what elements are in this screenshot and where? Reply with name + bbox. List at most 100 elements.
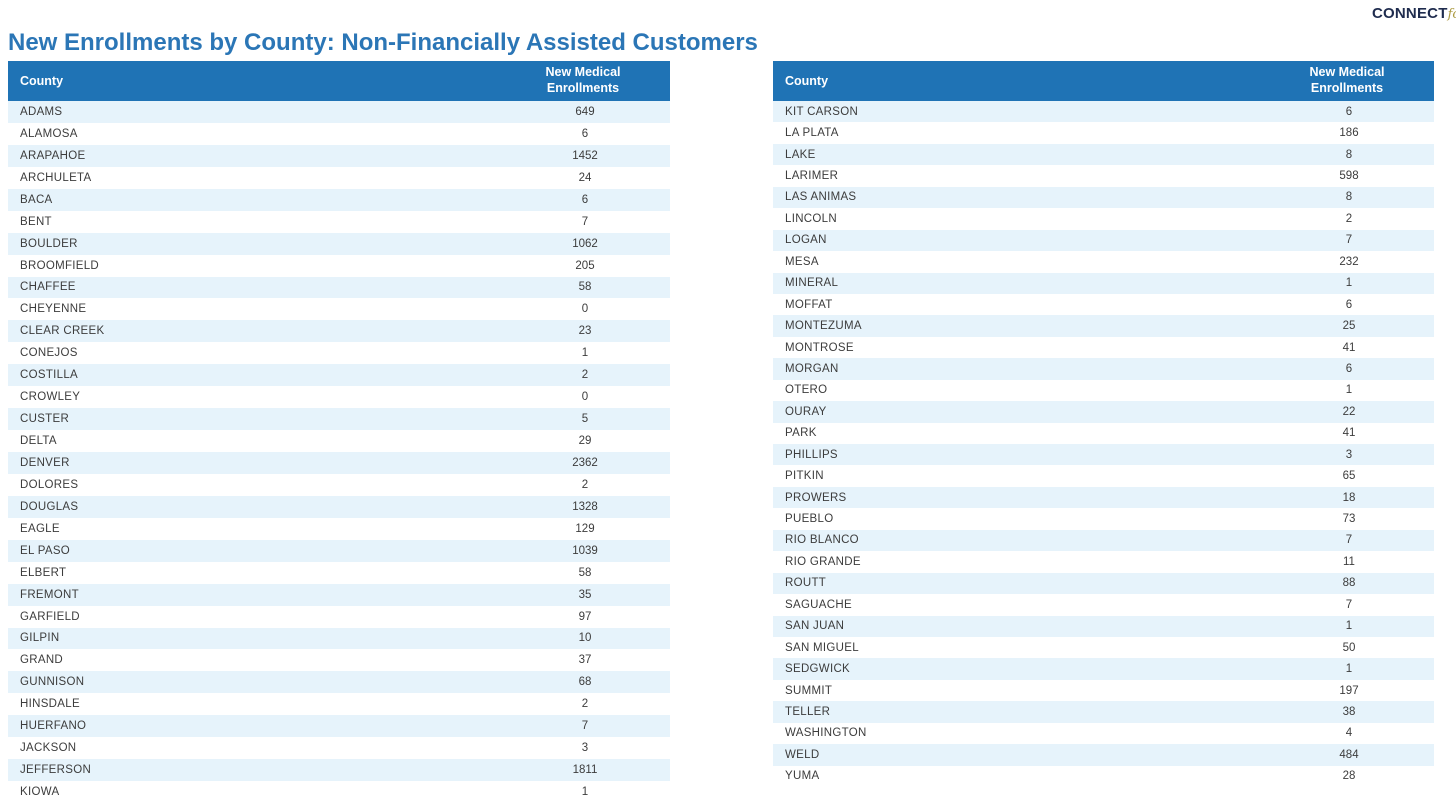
value-cell: 25: [1342, 320, 1356, 333]
county-cell: DOLORES: [20, 478, 79, 491]
table-row: DELTA 29: [8, 430, 670, 452]
table-row: MOFFAT 6: [773, 294, 1434, 315]
county-cell: MESA: [785, 255, 819, 268]
value-cell: 97: [578, 610, 592, 623]
county-cell: CLEAR CREEK: [20, 325, 105, 338]
value-cell: 1: [1345, 620, 1353, 633]
value-cell: 5: [581, 413, 589, 426]
value-cell: 50: [1342, 641, 1356, 654]
table-row: MONTEZUMA 25: [773, 315, 1434, 337]
column-header-enrollments-line1: New Medical: [545, 65, 621, 80]
value-cell: 68: [578, 676, 592, 689]
value-cell: 6: [581, 193, 589, 206]
county-cell: HUERFANO: [20, 720, 87, 733]
value-cell: 2: [581, 369, 589, 382]
county-cell: RIO GRANDE: [785, 555, 861, 568]
value-cell: 1: [581, 347, 589, 360]
county-cell: ARAPAHOE: [20, 149, 86, 162]
county-cell: LAKE: [785, 148, 816, 161]
table-row: MORGAN 6: [773, 358, 1434, 380]
logo-script-text: for: [1447, 7, 1456, 22]
value-cell: 484: [1339, 748, 1359, 761]
table-row: LARIMER 598: [773, 165, 1434, 186]
table-row: DOUGLAS 1328: [8, 495, 670, 518]
value-cell: 11: [1343, 555, 1355, 568]
logo-wordmark: CONNECT: [1372, 5, 1448, 22]
table-row: ADAMS 649: [8, 101, 670, 123]
table-row: SAGUACHE 7: [773, 594, 1434, 615]
table-row: HUERFANO 7: [8, 715, 670, 738]
table-row: SUMMIT 197: [773, 680, 1434, 701]
value-cell: 7: [1345, 234, 1353, 247]
county-cell: KIT CARSON: [785, 105, 859, 118]
table-row: EL PASO 1039: [8, 539, 670, 562]
table-row: WASHINGTON 4: [773, 723, 1434, 744]
table-row: BENT 7: [8, 211, 670, 233]
table-row: YUMA 28: [773, 766, 1434, 787]
county-cell: EL PASO: [20, 544, 71, 557]
county-cell: PITKIN: [785, 470, 824, 483]
table-row: ARCHULETA 24: [8, 167, 670, 189]
county-cell: ROUTT: [785, 577, 827, 590]
value-cell: 6: [1345, 362, 1353, 375]
county-cell: JACKSON: [20, 742, 77, 755]
county-cell: LINCOLN: [785, 212, 837, 225]
county-cell: ARCHULETA: [20, 171, 92, 184]
county-cell: JEFFERSON: [20, 764, 92, 777]
table-row: LA PLATA 186: [773, 122, 1434, 143]
county-cell: PARK: [785, 427, 817, 440]
column-header-enrollments: New Medical Enrollments: [1262, 65, 1434, 96]
table-row: BACA 6: [8, 188, 670, 211]
county-cell: LAS ANIMAS: [785, 191, 857, 204]
table-row: OTERO 1: [773, 380, 1434, 401]
county-cell: EAGLE: [20, 522, 60, 535]
value-cell: 23: [578, 325, 592, 338]
table-row: KIOWA 1: [8, 781, 670, 803]
value-cell: 58: [578, 281, 592, 294]
table-row: RIO BLANCO 7: [773, 529, 1434, 552]
table-row: DOLORES 2: [8, 474, 670, 496]
county-cell: CROWLEY: [20, 391, 81, 404]
value-cell: 197: [1339, 684, 1359, 697]
enrollment-table-left: County New Medical Enrollments ADAMS 649 A…: [8, 61, 670, 803]
county-cell: SAGUACHE: [785, 598, 852, 611]
table-row: LAS ANIMAS 8: [773, 186, 1434, 209]
value-cell: 6: [1345, 105, 1353, 118]
column-header-county: County: [785, 74, 829, 88]
value-cell: 186: [1339, 127, 1359, 140]
column-header-enrollments: New Medical Enrollments: [498, 65, 670, 96]
county-cell: HINSDALE: [20, 698, 80, 711]
table-row: ARAPAHOE 1452: [8, 144, 670, 167]
county-cell: GUNNISON: [20, 676, 85, 689]
table-row: SEDGWICK 1: [773, 658, 1434, 680]
county-cell: BROOMFIELD: [20, 259, 100, 272]
table-row: HINSDALE 2: [8, 693, 670, 715]
table-row: CHAFFEE 58: [8, 276, 670, 299]
table-row: LINCOLN 2: [773, 208, 1434, 229]
value-cell: 1: [1345, 384, 1353, 397]
county-cell: YUMA: [785, 770, 820, 783]
value-cell: 18: [1342, 491, 1356, 504]
enrollment-table-right: County New Medical Enrollments KIT CARSO…: [773, 61, 1434, 787]
value-cell: 7: [581, 215, 589, 228]
county-cell: GILPIN: [20, 632, 60, 645]
county-cell: SAN JUAN: [785, 620, 845, 633]
column-header-county: County: [20, 74, 64, 88]
table-row: TELLER 38: [773, 701, 1434, 723]
value-cell: 10: [578, 632, 592, 645]
county-cell: CHAFFEE: [20, 281, 76, 294]
value-cell: 4: [1345, 727, 1353, 740]
table-row: KIT CARSON 6: [773, 101, 1434, 123]
value-cell: 205: [575, 259, 595, 272]
value-cell: 2: [581, 478, 589, 491]
table-row: PUEBLO 73: [773, 508, 1434, 529]
county-cell: ALAMOSA: [20, 127, 78, 140]
value-cell: 1: [1345, 663, 1353, 676]
table-row: CONEJOS 1: [8, 342, 670, 364]
value-cell: 73: [1342, 513, 1356, 526]
table-row: RIO GRANDE 11: [773, 551, 1434, 572]
table-row: BOULDER 1062: [8, 232, 670, 255]
table-row: CHEYENNE 0: [8, 298, 670, 320]
county-cell: CHEYENNE: [20, 303, 87, 316]
table-row: OURAY 22: [773, 401, 1434, 423]
